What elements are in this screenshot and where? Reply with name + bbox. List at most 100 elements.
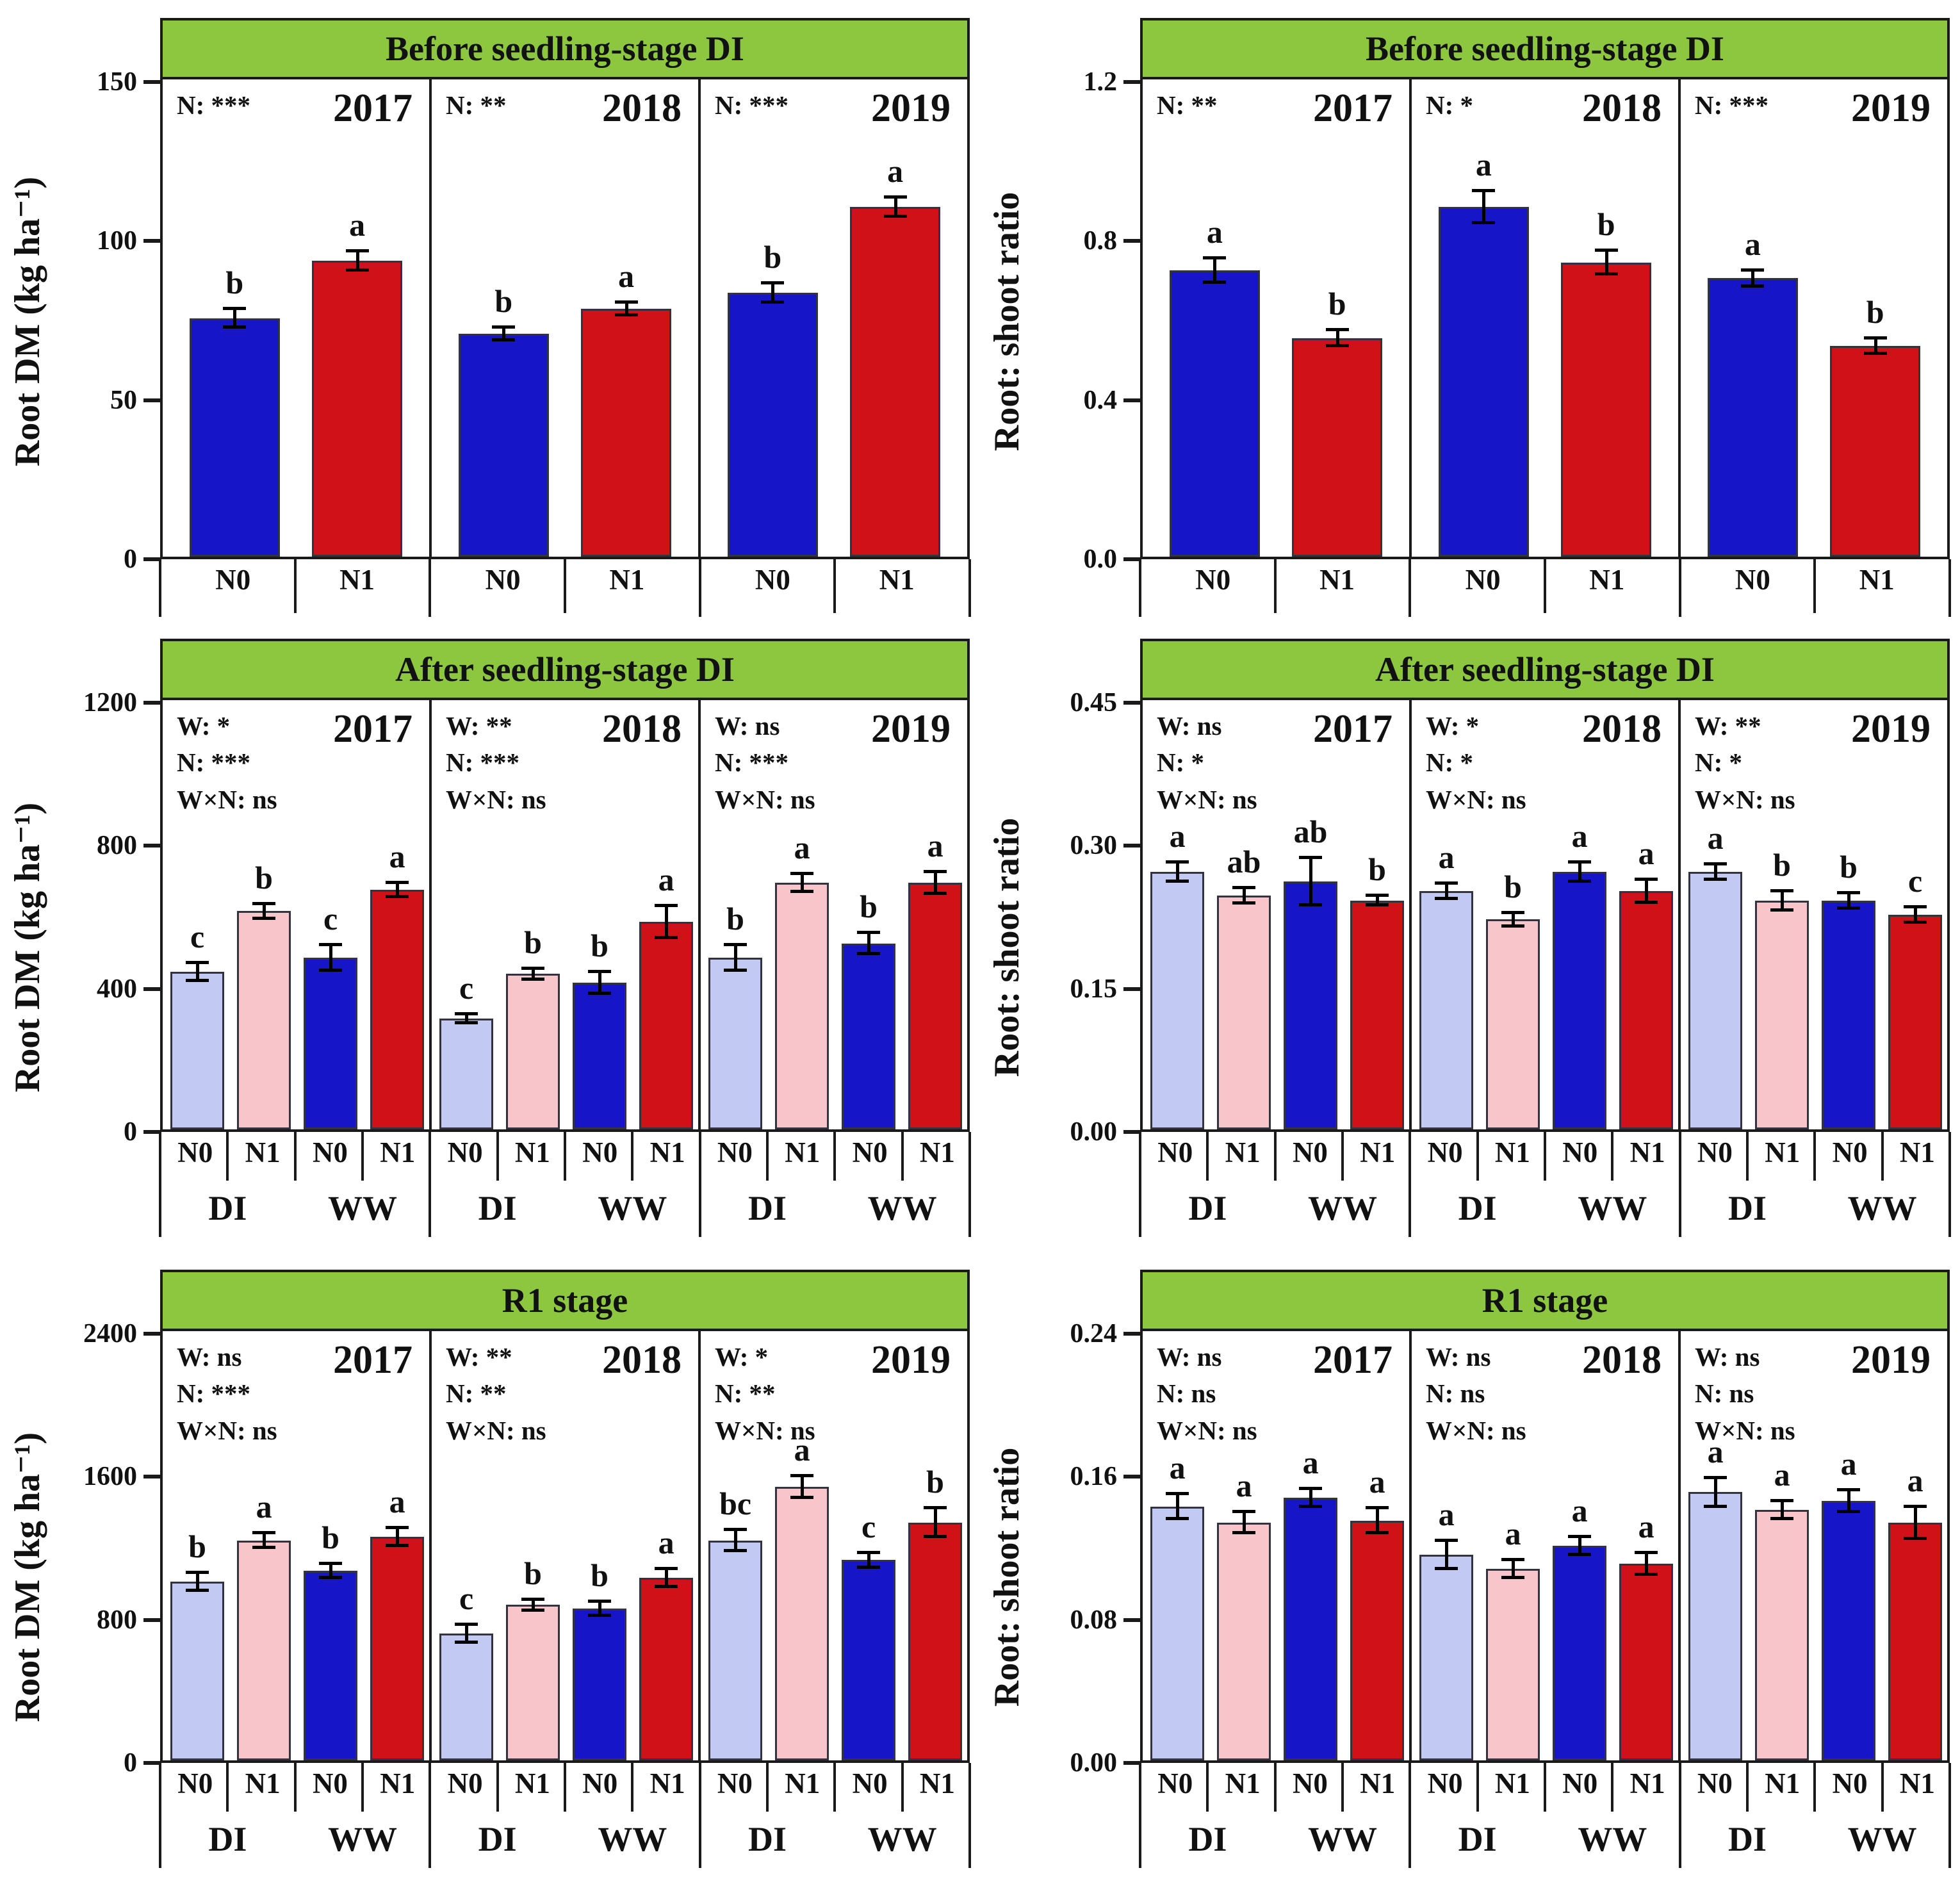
error-bar <box>867 932 871 954</box>
error-bar-cap <box>1635 900 1658 904</box>
significance-text: W: ** N: * W×N: ns <box>1695 711 1795 814</box>
bar <box>775 882 829 1129</box>
y-tick-label: 1200 <box>83 688 137 717</box>
tick-separator <box>631 1132 634 1181</box>
significance-text: W: * N: *** W×N: ns <box>177 711 277 814</box>
year-subpanel: N: ** 2018 b a <box>429 79 698 557</box>
chart-panel: Root: shoot ratio 0.45 0.30 0.15 0.00 After s… <box>980 625 1960 1256</box>
bar <box>639 1578 693 1760</box>
error-bar <box>1176 1494 1180 1519</box>
error-bar-cap <box>521 1608 545 1612</box>
y-axis-label: Root: shoot ratio <box>987 817 1027 1077</box>
error-bar-cap <box>319 1576 343 1580</box>
y-axis-label-wrap: Root: shoot ratio <box>980 18 1034 625</box>
error-bar-cap <box>724 1549 747 1553</box>
x-axis: N0 N1 N0 N1 DI WW N0 N1 N0 N1 DI WW N0 N1 N0 N1 DI WW <box>1139 1763 1951 1872</box>
letter-label: a <box>1744 226 1761 262</box>
error-bar-cap <box>790 889 814 893</box>
error-bar-cap <box>790 1474 814 1478</box>
x-tick-label: N1 <box>1589 564 1625 596</box>
error-bar <box>1309 1488 1313 1507</box>
year-subpanel: N: *** 2019 a b <box>1678 79 1947 557</box>
error-bar-cap <box>186 979 209 983</box>
year-label: 2018 <box>1582 86 1662 130</box>
bar <box>1619 1563 1673 1760</box>
y-axis: 0.24 0.16 0.08 0.00 <box>1034 1270 1140 1884</box>
plot-column: After seedling-stage DI W: ns N: * W×N: n… <box>1139 639 1951 1256</box>
letter-label: b <box>225 264 244 300</box>
bar <box>237 911 291 1129</box>
letter-label: a <box>1438 1496 1455 1532</box>
bar <box>1688 1492 1742 1760</box>
error-bar-cap <box>1232 886 1256 890</box>
x-tick-label: N0 <box>1832 1136 1868 1168</box>
y-tick-label: 1.2 <box>1083 67 1118 97</box>
axis-edge-line <box>1139 1132 1141 1237</box>
year-label: 2018 <box>602 86 682 130</box>
plot-column: R1 stage W: ns N: *** W×N: ns 2017 b a b a W: *… <box>159 1270 971 1884</box>
error-bar-cap <box>588 1599 612 1603</box>
significance-text: W: ** N: ** W×N: ns <box>446 1342 546 1445</box>
y-tick-mark <box>1123 239 1140 243</box>
y-tick-label: 0.0 <box>1083 545 1118 574</box>
error-bar-cap <box>1435 896 1458 900</box>
bar <box>506 974 560 1129</box>
error-bar <box>934 872 938 894</box>
bar <box>1419 1554 1473 1760</box>
letter-label: a <box>1571 1493 1588 1529</box>
year-label: 2017 <box>1313 707 1392 751</box>
error-bar-cap <box>1366 1531 1389 1535</box>
error-bar <box>1335 330 1339 346</box>
x-tick-label: N1 <box>1629 1767 1665 1799</box>
error-bar-cap <box>924 870 947 873</box>
y-axis-label: Root DM (kg ha⁻¹) <box>8 802 48 1092</box>
tick-separator <box>293 1132 297 1181</box>
bar <box>1829 345 1921 557</box>
error-bar-cap <box>319 1561 343 1565</box>
tick-separator <box>1813 559 1817 613</box>
x-tick-label: N1 <box>785 1767 821 1799</box>
letter-label: a <box>349 207 366 243</box>
group-label: DI <box>1458 1820 1497 1858</box>
error-bar-cap <box>1232 1509 1256 1513</box>
error-bar <box>465 1624 469 1642</box>
bar <box>849 206 941 557</box>
group-label: WW <box>328 1189 397 1227</box>
year-separator <box>1409 1132 1412 1237</box>
error-bar-cap <box>883 195 907 199</box>
panel-title: R1 stage <box>1140 1270 1950 1329</box>
error-bar <box>625 302 628 315</box>
chart-panel: Root: shoot ratio 1.2 0.8 0.4 0.0 Before seed… <box>980 0 1960 625</box>
error-bar-cap <box>521 1597 545 1601</box>
axis-edge-line <box>968 1132 971 1237</box>
year-label: 2017 <box>1313 1338 1392 1382</box>
error-bar <box>665 906 669 938</box>
letter-label: b <box>591 1557 608 1593</box>
panel-title: Before seedling-stage DI <box>160 18 970 77</box>
axis-edge-line <box>1948 559 1951 617</box>
group-label: DI <box>1727 1189 1767 1227</box>
year-subpanel: N: * 2018 a b <box>1409 79 1678 557</box>
letter-label: a <box>1774 1457 1790 1493</box>
y-tick-mark <box>143 557 160 561</box>
bar <box>1350 900 1404 1129</box>
axis-edge-line <box>1948 1132 1951 1237</box>
y-axis-label-wrap: Root DM (kg ha⁻¹) <box>0 639 54 1256</box>
error-bar-cap <box>1770 1517 1794 1521</box>
year-label: 2018 <box>602 1338 682 1382</box>
x-tick-label: N0 <box>717 1136 753 1168</box>
error-bar-cap <box>655 904 678 908</box>
bar <box>237 1540 291 1760</box>
letter-label: a <box>794 1432 810 1468</box>
error-bar-cap <box>1863 352 1887 356</box>
error-bar-cap <box>655 1585 678 1589</box>
error-bar <box>1847 1490 1851 1512</box>
axis-edge-line <box>159 1132 161 1237</box>
significance-text: W: ns N: *** W×N: ns <box>177 1342 277 1445</box>
letter-label: a <box>658 1525 674 1561</box>
x-tick-label: N0 <box>1697 1767 1733 1799</box>
error-bar <box>1376 1508 1380 1534</box>
year-subpanel: N: ** 2017 a b <box>1143 79 1409 557</box>
letter-label: b <box>860 888 878 924</box>
y-tick-mark <box>143 1130 160 1134</box>
